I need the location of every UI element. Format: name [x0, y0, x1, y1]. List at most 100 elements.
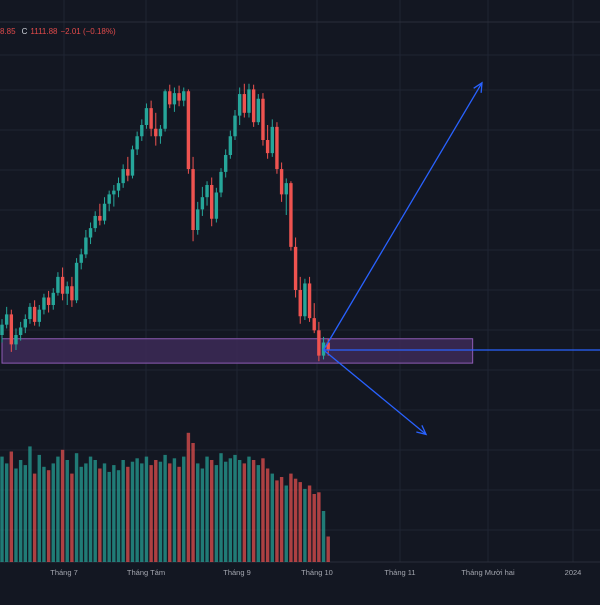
volume-bar	[247, 456, 251, 562]
candle-body	[265, 140, 270, 154]
volume-bar	[163, 454, 167, 562]
candle-body	[303, 283, 307, 317]
volume-bar	[233, 454, 237, 562]
volume-bar	[237, 460, 242, 562]
volume-bar	[32, 473, 37, 562]
candle	[56, 272, 60, 296]
volume-bar	[51, 463, 55, 562]
up-arrow	[322, 81, 483, 351]
up-arrow-line	[322, 82, 483, 351]
candle	[261, 93, 265, 146]
candle-body	[88, 228, 93, 238]
candle-body	[23, 319, 27, 328]
candle	[303, 278, 307, 320]
candle	[317, 321, 321, 362]
candle-body	[32, 306, 37, 322]
candle-body	[158, 128, 163, 137]
volume-bar	[42, 466, 46, 562]
candle-body	[228, 136, 233, 155]
candle	[256, 94, 260, 125]
candle	[251, 84, 256, 127]
candle-body	[130, 149, 135, 176]
candle	[200, 186, 205, 216]
candle-body	[70, 286, 74, 301]
candle	[37, 305, 41, 327]
candle-body	[247, 89, 251, 113]
candle	[98, 203, 102, 226]
candle-body	[261, 98, 265, 140]
candle-body	[14, 335, 18, 345]
candle	[4, 306, 9, 329]
volume-bar	[303, 488, 307, 562]
candle	[23, 314, 27, 334]
candles	[0, 83, 330, 362]
candle	[293, 237, 298, 298]
candle-body	[172, 93, 177, 105]
volume-bar	[210, 460, 214, 562]
candle-body	[116, 183, 121, 191]
candle-body	[177, 93, 181, 101]
candle-body	[9, 314, 14, 345]
candle	[191, 156, 195, 242]
candle-body	[0, 324, 4, 335]
volume-bar	[219, 453, 223, 562]
candle	[284, 178, 288, 215]
drawings-zone-layer	[1, 338, 474, 364]
candle	[126, 156, 130, 182]
candle	[242, 83, 247, 118]
candle-body	[121, 169, 125, 184]
candle	[275, 122, 279, 174]
x-tick-label: Tháng 9	[223, 568, 251, 577]
candle-body	[289, 183, 293, 247]
candle-body	[196, 209, 200, 230]
candle-body	[42, 297, 46, 310]
candle	[18, 321, 23, 341]
volume-bar	[14, 468, 18, 562]
ohlc-legend: 8.85 C 1111.88 −2.01 (−0.18%)	[0, 27, 119, 36]
x-tick-label: 2024	[565, 568, 582, 577]
volume-bar	[154, 460, 158, 562]
candle	[9, 309, 14, 352]
volume-bar	[228, 458, 233, 562]
volume-bar	[326, 536, 330, 562]
up-arrow-head	[473, 81, 483, 93]
x-tick-label: Tháng Tám	[127, 568, 165, 577]
candle	[74, 258, 79, 304]
candle-body	[256, 98, 260, 123]
candle-body	[149, 108, 153, 129]
candle	[210, 177, 214, 227]
candle	[237, 87, 242, 125]
candle	[79, 248, 83, 270]
volume-bar	[112, 465, 116, 562]
volume-bar	[116, 470, 121, 562]
volume-bar	[312, 494, 316, 562]
down-arrow	[323, 349, 428, 436]
candle	[144, 103, 149, 129]
volume-bar	[200, 468, 205, 562]
legend-change: −2.01 (−0.18%)	[60, 27, 116, 36]
candle-body	[317, 330, 321, 356]
volume-bar	[293, 478, 298, 562]
candle-body	[102, 203, 107, 221]
candle-body	[326, 342, 330, 350]
candle	[135, 131, 139, 155]
volume-bar	[23, 465, 27, 562]
candle-body	[298, 290, 302, 317]
volume-bar	[65, 460, 69, 562]
candle	[228, 130, 233, 159]
candle-body	[98, 215, 102, 221]
candle-body	[270, 126, 274, 154]
candle-body	[84, 237, 88, 255]
candle	[60, 267, 65, 301]
volume-bar	[158, 461, 163, 562]
volume-bar	[93, 460, 97, 562]
volume-bar	[37, 454, 41, 562]
volume-bar	[60, 449, 65, 562]
candle-body	[28, 306, 32, 320]
volume-bar	[270, 473, 274, 562]
candle	[168, 84, 172, 109]
candle	[88, 222, 93, 245]
candle	[247, 83, 251, 118]
